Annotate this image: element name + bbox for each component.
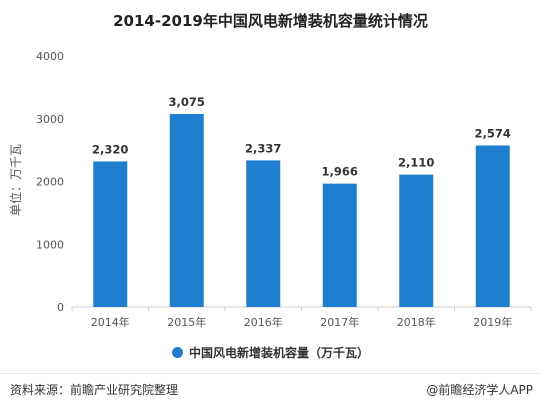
x-axis-ticks: 2014年 2015年 2016年 2017年 2018年 2019年 [71, 307, 532, 329]
data-label: 1,966 [322, 165, 358, 179]
y-axis-ticks: 0 1000 2000 3000 4000 [36, 50, 64, 314]
x-tick-label: 2018年 [397, 315, 436, 329]
data-label: 2,320 [92, 142, 128, 156]
x-tick-label: 2014年 [91, 315, 130, 329]
y-tick-label: 2000 [36, 176, 64, 189]
bar [93, 161, 128, 307]
x-tick-label: 2017年 [320, 315, 359, 329]
y-tick-label: 0 [57, 301, 64, 314]
source-note: 资料来源：前瞻产业研究院整理 [10, 383, 179, 397]
legend-marker [171, 347, 183, 358]
bars [93, 114, 510, 307]
data-label: 3,075 [169, 95, 205, 109]
bar [475, 145, 510, 307]
bar [169, 114, 204, 307]
data-labels: 2,320 3,075 2,337 1,966 2,110 2,574 [92, 95, 511, 179]
data-label: 2,337 [245, 141, 281, 155]
bar [399, 174, 434, 307]
data-label: 2,110 [398, 156, 434, 170]
bar [322, 183, 357, 307]
x-tick-label: 2019年 [473, 315, 512, 329]
data-label: 2,574 [475, 126, 511, 140]
footer-divider [0, 373, 541, 374]
bar-chart: 单位：万千瓦 0 1000 2000 3000 4000 2,320 3,075 2,337… [8, 50, 532, 329]
legend: 中国风电新增装机容量（万千瓦） [0, 344, 541, 361]
credit-note: @前瞻经济学人APP [426, 383, 533, 397]
legend-label: 中国风电新增装机容量（万千瓦） [188, 346, 369, 360]
y-axis-label: 单位：万千瓦 [8, 144, 23, 216]
y-tick-label: 1000 [36, 238, 64, 251]
x-tick-label: 2016年 [244, 315, 283, 329]
y-tick-label: 4000 [36, 50, 64, 63]
x-tick-label: 2015年 [167, 315, 206, 329]
y-tick-label: 3000 [36, 113, 64, 126]
chart-title: 2014-2019年中国风电新增装机容量统计情况 [113, 12, 428, 30]
bar [246, 160, 281, 307]
y-axis-label-group: 单位：万千瓦 [8, 144, 23, 216]
